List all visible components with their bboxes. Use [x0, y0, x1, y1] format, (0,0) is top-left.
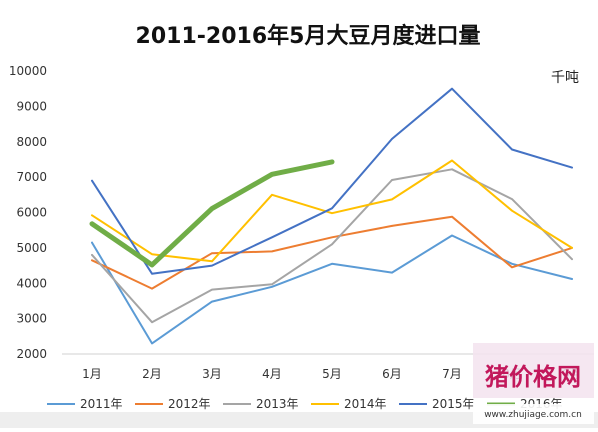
data-point: [271, 236, 273, 239]
watermark-logo-text: 猪价格网: [485, 363, 581, 391]
data-point: [151, 321, 153, 323]
data-point: [571, 258, 573, 260]
data-point: [151, 272, 153, 275]
legend-label: 2011年: [80, 397, 123, 411]
data-point: [151, 253, 153, 256]
data-point: [451, 159, 453, 162]
data-point: [271, 283, 273, 286]
unit-label: 千吨: [551, 70, 579, 86]
y-tick-label: 8000: [16, 135, 47, 149]
data-point: [331, 236, 333, 239]
y-tick-label: 3000: [16, 312, 47, 326]
legend-label: 2015年: [432, 397, 475, 411]
data-point: [211, 264, 213, 267]
data-point: [331, 212, 333, 215]
data-point: [91, 179, 93, 182]
data-point: [331, 243, 333, 246]
x-tick-label: 6月: [382, 367, 402, 381]
data-point: [91, 223, 93, 225]
data-point: [91, 241, 93, 244]
legend-label: 2012年: [168, 397, 211, 411]
data-point: [271, 285, 273, 288]
data-point: [511, 209, 513, 212]
y-axis: 2000 3000 4000 5000 6000 7000 8000 9000 10000: [9, 64, 47, 361]
data-point: [511, 266, 513, 269]
y-tick-label: 5000: [16, 241, 47, 255]
data-point: [451, 168, 453, 171]
y-tick-label: 6000: [16, 206, 47, 220]
data-point: [391, 179, 393, 181]
watermark-logo-box: [473, 343, 594, 398]
data-point: [571, 247, 573, 249]
y-tick-label: 7000: [16, 170, 47, 184]
legend-label: 2013年: [256, 397, 299, 411]
x-tick-label: 7月: [442, 367, 462, 381]
x-tick-label: 4月: [262, 367, 282, 381]
data-point: [211, 207, 213, 210]
data-point: [91, 259, 93, 262]
data-point: [571, 278, 573, 280]
x-tick-label: 3月: [202, 367, 222, 381]
data-point: [151, 342, 153, 345]
data-point: [331, 262, 333, 265]
y-tick-label: 10000: [9, 64, 47, 78]
data-point: [211, 260, 213, 263]
y-tick-label: 2000: [16, 347, 47, 361]
data-point: [451, 215, 453, 218]
data-point: [571, 166, 573, 169]
data-point: [511, 198, 513, 200]
chart-title: 2011-2016年5月大豆月度进口量: [136, 23, 481, 49]
legend-label: 2014年: [344, 397, 387, 411]
data-point: [91, 254, 93, 256]
data-point: [331, 161, 333, 163]
data-point: [211, 288, 213, 291]
data-point: [391, 271, 393, 274]
watermark-url: www.zhujiage.com.cn: [484, 410, 582, 420]
series-layer: [89, 87, 573, 345]
data-point: [511, 262, 513, 265]
x-tick-label: 2月: [142, 367, 162, 381]
data-point: [511, 148, 513, 151]
data-point: [91, 214, 93, 217]
x-tick-label: 5月: [322, 367, 342, 381]
data-point: [271, 194, 273, 196]
data-point: [331, 207, 333, 210]
data-point: [211, 252, 213, 254]
data-point: [271, 173, 273, 176]
data-point: [391, 198, 393, 201]
data-point: [151, 264, 153, 266]
watermark-url-box: [473, 404, 594, 424]
y-tick-label: 9000: [16, 99, 47, 113]
data-point: [451, 234, 453, 237]
data-point: [391, 138, 393, 140]
x-tick-label: 1月: [82, 367, 102, 381]
data-point: [211, 300, 213, 303]
watermark: 猪价格网 www.zhujiage.com.cn: [473, 343, 594, 424]
y-tick-label: 4000: [16, 276, 47, 290]
data-point: [451, 87, 453, 90]
data-point: [151, 287, 153, 290]
data-point: [271, 250, 273, 253]
data-point: [391, 225, 393, 227]
